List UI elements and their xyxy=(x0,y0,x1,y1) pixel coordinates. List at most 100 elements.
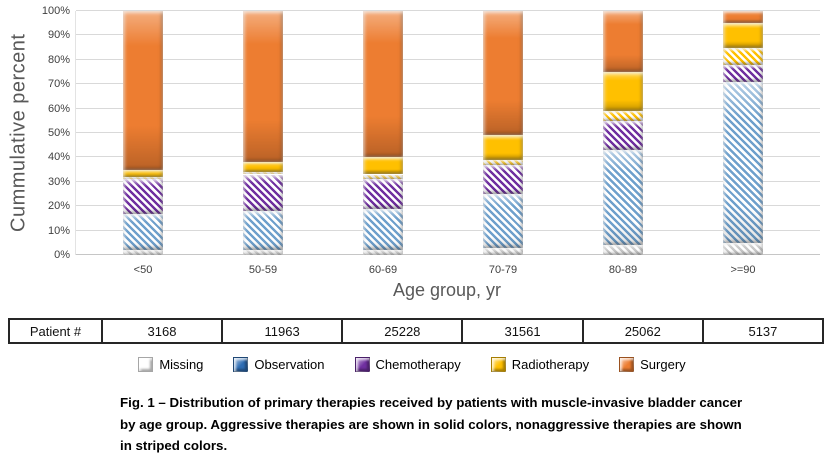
legend-label: Chemotherapy xyxy=(375,357,461,372)
bar-segment-chemotherapy xyxy=(243,174,283,212)
patient-count-table: Patient # 3168 11963 25228 31561 25062 5… xyxy=(8,318,824,344)
x-tick-label-80-89: 80-89 xyxy=(608,264,638,276)
table-cell-age-lt50: 3168 xyxy=(100,318,224,344)
y-tick-label: 20% xyxy=(47,200,70,213)
bar-segment-observation xyxy=(243,211,283,251)
legend-item-missing: Missing xyxy=(138,357,203,372)
gridline-0% xyxy=(76,254,820,255)
bar-segment-observation xyxy=(603,150,643,246)
figure-caption: Fig. 1 – Distribution of primary therapi… xyxy=(120,395,743,454)
bar-segment-surgery xyxy=(363,11,403,158)
legend-item-surgery: Surgery xyxy=(619,357,686,372)
bar-segment-missing xyxy=(723,242,763,255)
gridline-70% xyxy=(76,83,820,85)
gridline-10% xyxy=(76,229,820,231)
gridline-30% xyxy=(76,180,820,182)
bar-segment-chemotherapy xyxy=(363,179,403,209)
table-row: Patient # 3168 11963 25228 31561 25062 5… xyxy=(8,318,824,344)
stacked-bar-50-59 xyxy=(243,11,283,255)
table-cell-age-60-69: 25228 xyxy=(341,318,464,344)
bar-segment-chemotherapy xyxy=(123,179,163,214)
y-tick-label: 60% xyxy=(47,102,70,115)
bar-segment-radiotherapy-nonaggressive- xyxy=(723,47,763,65)
y-tick-label: 40% xyxy=(47,151,70,164)
stacked-bar->=90 xyxy=(723,11,763,255)
bar-segment-observation xyxy=(483,194,523,248)
bar-segment-radiotherapy-aggressive- xyxy=(363,157,403,175)
y-tick-label: 100% xyxy=(41,5,70,17)
legend-label: Radiotherapy xyxy=(511,357,590,372)
stacked-bar-<50 xyxy=(123,11,163,255)
bar-segment-radiotherapy-nonaggressive- xyxy=(363,174,403,180)
bar-segment-observation xyxy=(363,208,403,251)
bar-segment-missing xyxy=(363,250,403,255)
table-cell-age-70-79: 31561 xyxy=(461,318,584,344)
bar-segment-missing xyxy=(483,247,523,255)
gridline-40% xyxy=(76,156,820,158)
stacked-bar-70-79 xyxy=(483,11,523,255)
missing-swatch-icon xyxy=(138,357,154,372)
stacked-bar-80-89 xyxy=(603,11,643,255)
observation-swatch-icon xyxy=(233,357,249,372)
gridline-100% xyxy=(76,10,820,11)
x-axis-title: Age group, yr xyxy=(392,280,502,300)
gridline-60% xyxy=(76,107,820,109)
bar-segment-radiotherapy-nonaggressive- xyxy=(483,159,523,165)
bar-segment-radiotherapy-aggressive- xyxy=(123,169,163,177)
stacked-bar-60-69 xyxy=(363,11,403,255)
y-tick-label: 50% xyxy=(47,127,70,139)
x-tick-label-60-69: 60-69 xyxy=(368,264,398,276)
y-tick-label: 0% xyxy=(54,249,70,261)
legend-label: Missing xyxy=(159,357,204,372)
bar-segment-surgery xyxy=(123,11,163,170)
x-tick-label-<50: <50 xyxy=(133,264,153,276)
bar-segment-missing xyxy=(243,250,283,255)
bar-segment-surgery xyxy=(483,11,523,136)
table-cell-age-50-59: 11963 xyxy=(221,318,344,344)
bar-segment-radiotherapy-nonaggressive- xyxy=(603,111,643,121)
surgery-swatch-icon xyxy=(619,357,635,372)
table-header-patient: Patient # xyxy=(8,318,103,344)
bar-segment-surgery xyxy=(243,11,283,163)
bar-segment-radiotherapy-nonaggressive- xyxy=(243,172,283,175)
y-tick-label: 80% xyxy=(47,53,70,66)
gridline-50% xyxy=(76,132,820,133)
chemotherapy-swatch-icon xyxy=(354,357,370,372)
bar-segment-observation xyxy=(723,81,763,243)
legend-label: Surgery xyxy=(640,357,686,372)
table-cell-age-ge90: 5137 xyxy=(701,318,824,344)
bar-segment-radiotherapy-aggressive- xyxy=(243,162,283,173)
legend-item-chemotherapy: Chemotherapy xyxy=(354,357,461,372)
gridline-90% xyxy=(76,34,820,36)
bar-segment-observation xyxy=(123,213,163,251)
y-axis-tick-labels: 0% 10% 20% 30% 40% 50% 60% 70% 80% 90% 100% xyxy=(26,5,72,261)
y-tick-label: 70% xyxy=(47,78,70,91)
bar-segment-radiotherapy-nonaggressive- xyxy=(123,176,163,180)
gridline-80% xyxy=(76,58,820,60)
bar-segment-chemotherapy xyxy=(603,120,643,151)
bar-segment-radiotherapy-aggressive- xyxy=(603,72,643,112)
radiotherapy-swatch-icon xyxy=(490,357,506,372)
bar-segment-chemotherapy xyxy=(483,164,523,194)
x-tick-label-70-79: 70-79 xyxy=(488,264,518,276)
bar-segment-radiotherapy-aggressive- xyxy=(723,23,763,48)
y-tick-label: 30% xyxy=(47,175,70,188)
bar-segment-surgery xyxy=(603,11,643,72)
bar-segment-missing xyxy=(123,250,163,255)
bar-segment-surgery xyxy=(723,11,763,24)
bar-segment-chemotherapy xyxy=(723,64,763,82)
x-tick-label->=90: >=90 xyxy=(730,264,756,276)
table-cell-age-80-89: 25062 xyxy=(581,318,704,344)
bar-segment-missing xyxy=(603,245,643,255)
plot-area: <50 50-59 60-69 70-79 80-89 >=90 xyxy=(75,10,820,276)
gridline-20% xyxy=(76,205,820,207)
chart-legend: Missing Observation Chemotherapy Radioth… xyxy=(0,357,824,372)
legend-item-radiotherapy: Radiotherapy xyxy=(490,357,590,372)
y-tick-label: 10% xyxy=(47,224,70,237)
y-tick-label: 90% xyxy=(47,29,70,42)
legend-label: Observation xyxy=(254,357,325,372)
x-tick-label-50-59: 50-59 xyxy=(248,264,278,276)
bar-segment-radiotherapy-aggressive- xyxy=(483,135,523,160)
legend-item-observation: Observation xyxy=(233,357,325,372)
